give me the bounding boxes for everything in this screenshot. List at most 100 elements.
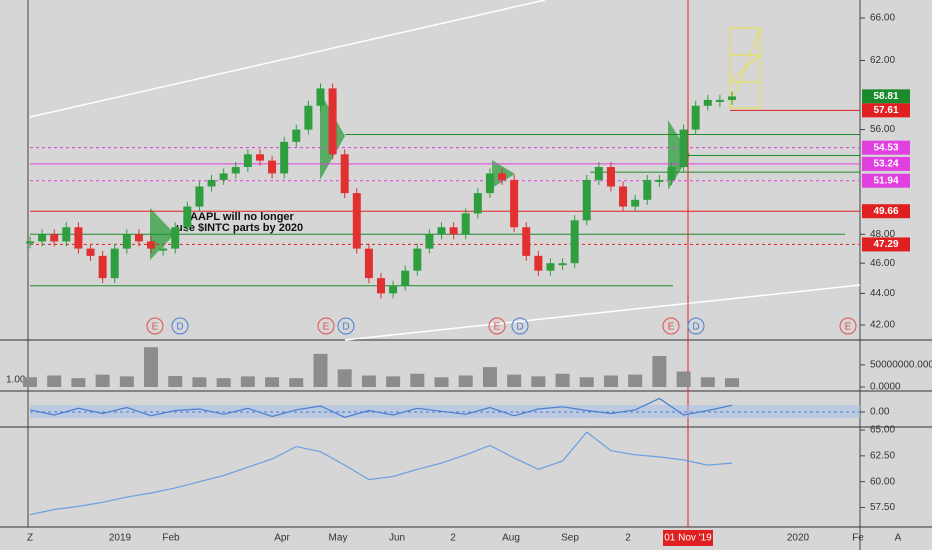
candle <box>449 227 458 235</box>
volume-bar <box>119 376 134 387</box>
date-highlight <box>663 530 713 546</box>
candle <box>280 141 289 174</box>
x-tick-label: Aug <box>502 533 520 544</box>
price-label-box <box>862 173 910 188</box>
candle <box>74 227 83 249</box>
y-tick-label: 50000000.0000 <box>870 360 932 371</box>
y-tick-label: 62.50 <box>870 451 895 462</box>
candle <box>425 234 434 249</box>
price-label: 57.61 <box>873 105 898 116</box>
event-label: E <box>668 322 675 333</box>
candle <box>570 220 579 264</box>
x-tick-label: 01 Nov '19 <box>664 533 712 544</box>
candle <box>413 248 422 271</box>
corner-label: Z <box>27 533 33 544</box>
candle <box>268 160 277 174</box>
volume-scale-label: 1.00 <box>6 375 26 386</box>
x-tick-label: Fe <box>852 533 864 544</box>
volume-bar <box>434 377 449 387</box>
price-label: 58.81 <box>873 91 898 102</box>
x-tick-label: Apr <box>274 533 290 544</box>
volume-bar <box>192 377 207 387</box>
volume-bar <box>579 377 594 387</box>
volume-bar <box>531 376 546 387</box>
y-tick-label: 48.00 <box>870 229 895 240</box>
candle <box>255 154 264 161</box>
candle <box>38 234 47 242</box>
y-tick-label: 66.00 <box>870 13 895 24</box>
candle <box>292 129 301 142</box>
candle <box>510 179 519 228</box>
candle <box>98 255 107 279</box>
y-tick-label: 60.00 <box>870 476 895 487</box>
candle <box>316 88 325 106</box>
price-label: 47.29 <box>873 239 898 250</box>
candle <box>522 227 531 256</box>
y-tick-label: 57.50 <box>870 502 895 513</box>
corner-label: A <box>895 533 902 544</box>
volume-bar <box>555 373 570 387</box>
volume-bar <box>386 376 401 387</box>
x-tick-label: Sep <box>561 533 579 544</box>
event-marker <box>511 317 529 335</box>
event-marker <box>488 317 506 335</box>
event-marker <box>662 317 680 335</box>
candle <box>231 166 240 174</box>
y-tick-label: 0.0000 <box>870 382 901 393</box>
volume-bar <box>47 375 62 387</box>
candle <box>159 248 168 251</box>
candle <box>207 179 216 187</box>
candle <box>667 166 676 180</box>
volume-bar <box>628 374 643 387</box>
candle <box>364 248 373 279</box>
candle <box>147 241 156 249</box>
x-tick-label: May <box>329 533 348 544</box>
candle <box>134 234 143 242</box>
volume-bar <box>482 367 497 387</box>
candle <box>401 270 410 286</box>
y-tick-label: 62.00 <box>870 55 895 66</box>
event-marker <box>337 317 355 335</box>
channel-line <box>344 284 861 341</box>
candle <box>546 263 555 271</box>
event-label: D <box>342 322 349 333</box>
y-tick-label: 56.00 <box>870 124 895 135</box>
candle <box>122 234 131 249</box>
event-label: E <box>323 322 330 333</box>
price-label-box <box>862 140 910 155</box>
event-marker <box>839 317 857 335</box>
event-label: D <box>692 322 699 333</box>
candle <box>437 227 446 235</box>
volume-bar <box>337 369 352 387</box>
volume-bar <box>71 378 86 387</box>
x-tick-label: 2020 <box>787 533 810 544</box>
candle <box>171 227 180 249</box>
candle <box>594 166 603 180</box>
volume-bar <box>168 375 183 387</box>
y-tick-label: 44.00 <box>870 288 895 299</box>
event-label: D <box>516 322 523 333</box>
price-label-box <box>862 156 910 171</box>
candle <box>655 179 664 182</box>
volume-bar <box>289 378 304 387</box>
price-label: 49.66 <box>873 206 898 217</box>
volume-bar <box>507 374 522 387</box>
candle <box>304 105 313 130</box>
candle <box>461 213 470 235</box>
candle <box>340 154 349 194</box>
y-tick-label: 46.00 <box>870 258 895 269</box>
price-label-box <box>862 237 910 252</box>
event-label: E <box>845 322 852 333</box>
volume-bar <box>725 378 739 387</box>
x-tick-label: 2 <box>625 533 631 544</box>
volume-bar <box>23 377 37 387</box>
event-marker <box>687 317 705 335</box>
candle <box>691 105 700 130</box>
candle <box>26 241 34 244</box>
x-tick-label: Jun <box>389 533 405 544</box>
candle <box>703 99 712 106</box>
x-tick-label: 2 <box>450 533 456 544</box>
volume-bar <box>361 375 376 387</box>
price-label-box <box>862 204 910 219</box>
